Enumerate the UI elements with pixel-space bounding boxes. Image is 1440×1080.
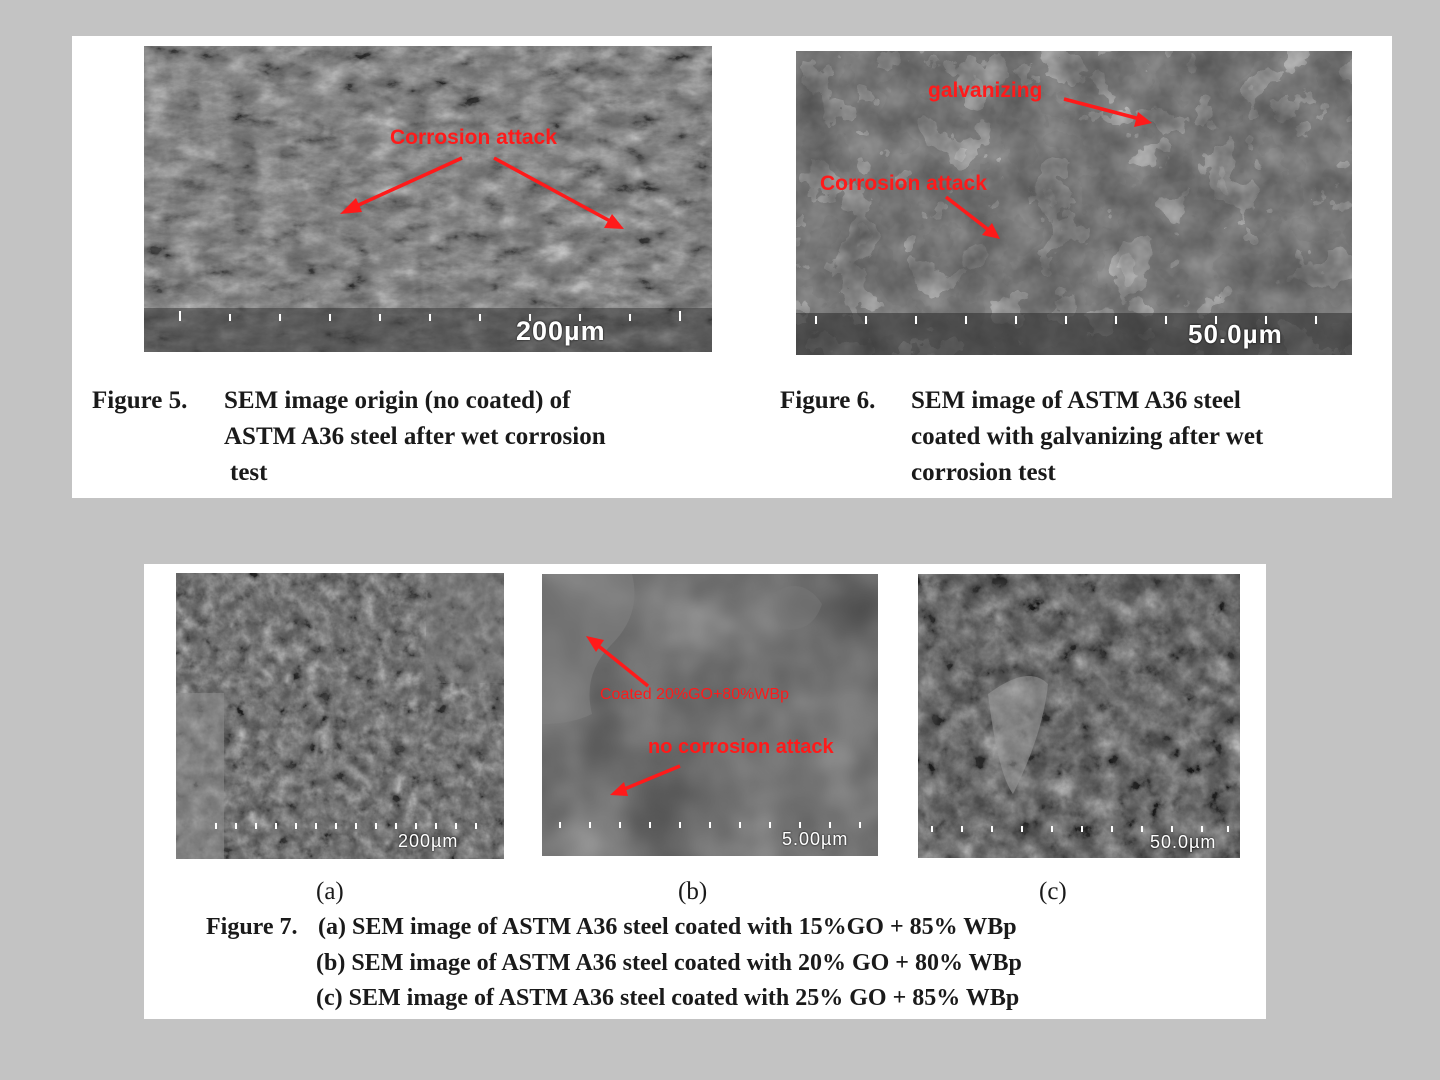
figure5-annotation-corrosion: Corrosion attack (390, 126, 557, 149)
figure7-caption-label: Figure 7. (206, 914, 298, 940)
figure7b-scale-bar-label: 5.00µm (782, 829, 849, 849)
figure7-caption-line: (b) SEM image of ASTM A36 steel coated w… (316, 950, 1022, 976)
figure7b-sem-image: Coated 20%GO+80%WBp no corrosion attack … (542, 574, 878, 856)
figure6-scale-bar-label: 50.0µm (1188, 319, 1283, 349)
figure6-caption-line: coated with galvanizing after wet (911, 423, 1264, 450)
bottom-figure-panel: 200µm (144, 564, 1266, 1019)
figure7c-label: (c) (1039, 878, 1067, 905)
figure5-caption-label: Figure 5. (92, 387, 188, 414)
figure7c-scale-bar-label: 50.0µm (1150, 832, 1217, 852)
figure5-caption-line: ASTM A36 steel after wet corrosion (224, 423, 606, 450)
figure6-sem-image: galvanizing Corrosion attack 50.0µm (796, 51, 1352, 355)
figure5-sem-image: Corrosion attack 200µm (144, 46, 712, 352)
figure7a-label: (a) (316, 878, 344, 905)
figure5-scale-bar-label: 200µm (516, 316, 606, 346)
figure6-annotation-galvanizing: galvanizing (928, 79, 1043, 102)
figure7a-sem-image: 200µm (176, 573, 504, 859)
figure7b-label: (b) (678, 878, 708, 905)
figure5-caption-line: SEM image origin (no coated) of (224, 387, 571, 414)
figure7a-scale-bar-label: 200µm (398, 831, 459, 851)
figure7b-annotation-no-corrosion: no corrosion attack (648, 736, 834, 758)
figure6-caption-line: corrosion test (911, 459, 1056, 486)
figure7-caption-line: (a) SEM image of ASTM A36 steel coated w… (318, 914, 1017, 940)
figure7b-annotation-coated: Coated 20%GO+80%WBp (600, 686, 789, 703)
top-figure-panel: Corrosion attack 200µm (72, 36, 1392, 498)
figure6-caption-line: SEM image of ASTM A36 steel (911, 387, 1241, 414)
figure5-caption-line: test (230, 459, 268, 486)
figure6-annotation-corrosion: Corrosion attack (820, 172, 987, 195)
figure7-caption-line: (c) SEM image of ASTM A36 steel coated w… (316, 985, 1020, 1011)
figure7c-sem-image: 50.0µm (918, 574, 1240, 858)
figure6-caption-label: Figure 6. (780, 387, 876, 414)
